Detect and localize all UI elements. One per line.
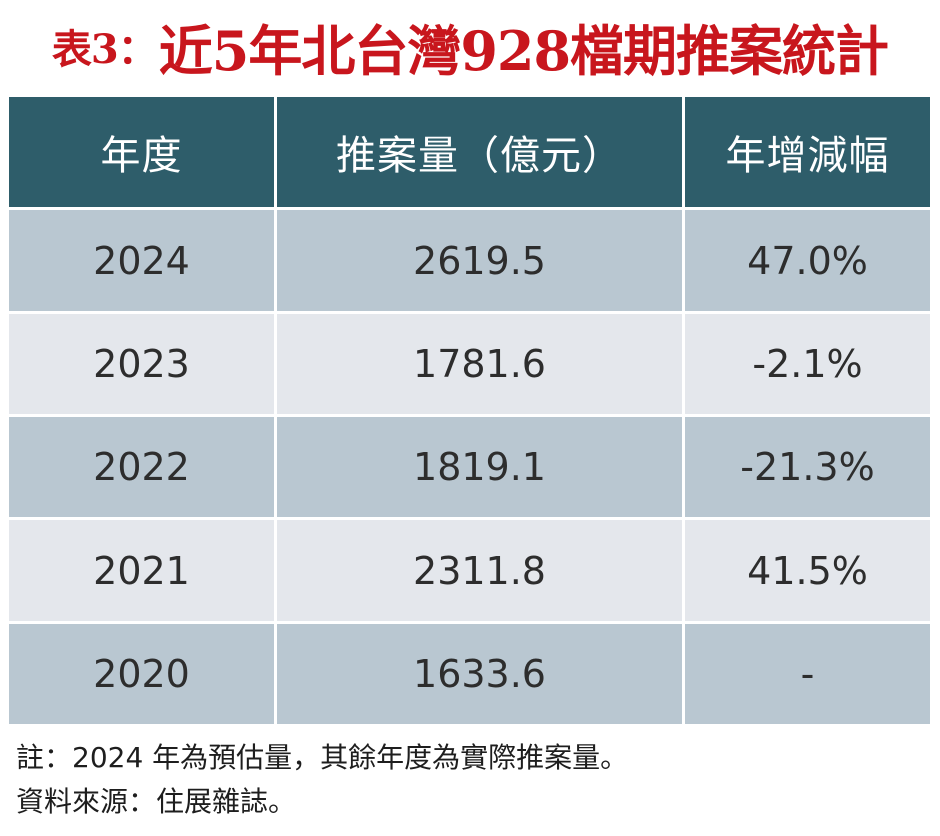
- cell-year: 2023: [9, 311, 277, 414]
- cell-change: -2.1%: [685, 311, 930, 414]
- cell-year: 2021: [9, 517, 277, 621]
- cell-volume: 2311.8: [277, 517, 685, 621]
- cell-change: -: [685, 621, 930, 724]
- cell-volume: 1819.1: [277, 414, 685, 517]
- cell-volume: 1633.6: [277, 621, 685, 724]
- cell-year: 2024: [9, 207, 277, 311]
- cell-change: -21.3%: [685, 414, 930, 517]
- stats-table: 年度 推案量（億元） 年增減幅 2024 2619.5 47.0% 2023 1…: [9, 97, 930, 724]
- cell-change: 47.0%: [685, 207, 930, 311]
- header-volume: 推案量（億元）: [277, 97, 685, 207]
- footnote: 註：2024 年為預估量，其餘年度為實際推案量。: [16, 741, 629, 774]
- source-note: 資料來源：住展雜誌。: [16, 785, 297, 818]
- header-year: 年度: [9, 97, 277, 207]
- cell-year: 2020: [9, 621, 277, 724]
- header-change: 年增減幅: [685, 97, 930, 207]
- cell-change: 41.5%: [685, 517, 930, 621]
- cell-volume: 1781.6: [277, 311, 685, 414]
- cell-year: 2022: [9, 414, 277, 517]
- table-number-label: 表3：: [51, 26, 158, 73]
- table-title: 表3： 近5年北台灣928檔期推案統計: [0, 4, 940, 88]
- cell-volume: 2619.5: [277, 207, 685, 311]
- table-title-text: 近5年北台灣928檔期推案統計: [158, 18, 889, 83]
